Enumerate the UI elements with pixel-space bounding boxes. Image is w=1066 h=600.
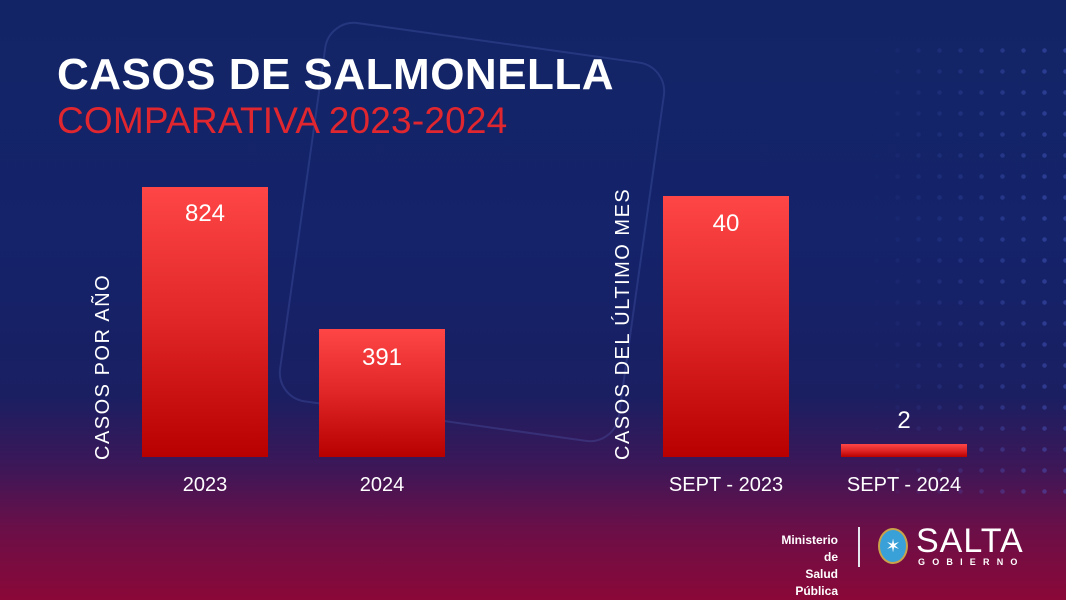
chart-title: CASOS DE SALMONELLA	[57, 50, 615, 99]
y-axis-label-yearly: CASOS POR AÑO	[92, 273, 114, 460]
bar-2024	[319, 329, 445, 457]
ministry-line-1: Ministerio de	[781, 533, 838, 564]
chart-subtitle: COMPARATIVA 2023-2024	[57, 100, 508, 141]
background-dot-pattern	[866, 40, 1066, 500]
category-label-2023: 2023	[182, 474, 228, 496]
star-icon: ✶	[885, 536, 901, 556]
bar-value-2024: 391	[361, 344, 403, 371]
footer-divider	[858, 527, 860, 567]
brand-logo-subtext: GOBIERNO	[918, 557, 1025, 567]
bar-value-sept-2023: 40	[712, 210, 740, 237]
y-axis-label-monthly: CASOS DEL ÚLTIMO MES	[612, 187, 634, 460]
category-label-2024: 2024	[359, 474, 405, 496]
brand-logo-text: SALTA	[916, 522, 1024, 560]
ministry-label: Ministerio de Salud Pública	[766, 532, 838, 600]
bar-value-2023: 824	[184, 200, 226, 227]
category-label-sept-2023: SEPT - 2023	[668, 474, 784, 496]
ministry-line-2: Salud Pública	[795, 567, 838, 598]
sun-star-emblem-icon: ✶	[878, 528, 908, 564]
bar-sept-2023	[663, 196, 789, 457]
bar-2023	[142, 187, 268, 457]
bar-value-sept-2024: 2	[897, 407, 911, 434]
bar-sept-2024	[841, 444, 967, 457]
category-label-sept-2024: SEPT - 2024	[846, 474, 962, 496]
